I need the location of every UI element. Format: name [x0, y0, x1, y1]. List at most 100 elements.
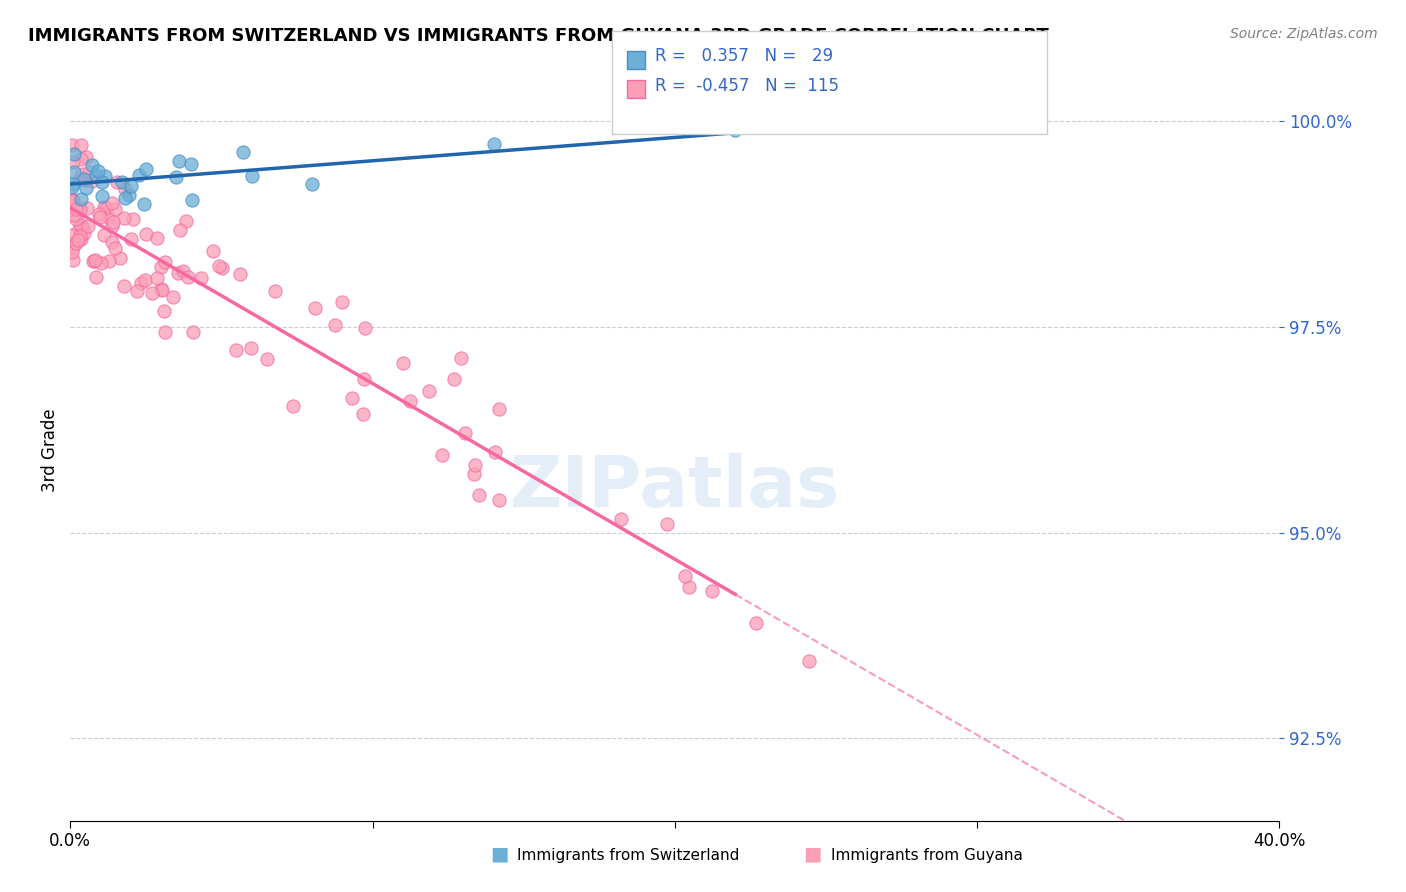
Point	[180, 157, 202, 171]
Text: ZIPatlas: ZIPatlas	[510, 453, 839, 522]
Point	[70, 192, 93, 206]
Point	[353, 320, 375, 334]
Point	[62, 240, 84, 254]
Point	[678, 580, 700, 594]
Point	[62, 177, 84, 191]
Point	[63, 165, 86, 179]
Point	[172, 264, 194, 278]
Point	[256, 352, 278, 367]
Point	[229, 267, 252, 281]
Point	[96, 210, 118, 224]
Point	[304, 301, 326, 316]
Point	[60, 180, 83, 194]
Point	[330, 294, 353, 309]
Point	[111, 175, 134, 189]
Point	[70, 167, 93, 181]
Point	[398, 394, 420, 409]
Point	[167, 266, 190, 280]
Point	[169, 223, 191, 237]
Point	[745, 616, 768, 631]
Point	[392, 356, 415, 370]
Point	[104, 241, 127, 255]
Point	[65, 202, 87, 216]
Point	[418, 384, 440, 399]
Point	[82, 254, 104, 268]
Point	[96, 201, 118, 215]
Point	[112, 279, 135, 293]
Point	[60, 138, 83, 153]
Point	[177, 270, 200, 285]
Point	[482, 136, 505, 151]
Point	[90, 256, 112, 270]
Point	[63, 209, 86, 223]
Point	[162, 290, 184, 304]
Point	[146, 271, 169, 285]
Point	[432, 448, 454, 462]
Point	[86, 164, 108, 178]
Point	[488, 401, 510, 416]
Point	[134, 197, 156, 211]
Point	[100, 219, 122, 233]
Point	[75, 173, 97, 187]
Point	[263, 284, 285, 298]
Point	[65, 212, 87, 227]
Text: ■: ■	[489, 845, 509, 863]
Point	[135, 161, 157, 176]
Point	[232, 145, 254, 159]
Point	[75, 150, 97, 164]
Text: Source: ZipAtlas.com: Source: ZipAtlas.com	[1230, 27, 1378, 41]
Point	[60, 244, 83, 259]
Point	[69, 218, 91, 232]
Point	[165, 169, 187, 184]
Point	[86, 168, 108, 182]
Point	[62, 253, 84, 268]
Text: R =   0.357   N =   29: R = 0.357 N = 29	[655, 47, 834, 65]
Point	[125, 284, 148, 298]
Point	[673, 569, 696, 583]
Point	[93, 227, 115, 242]
Point	[240, 169, 263, 183]
Point	[114, 211, 136, 226]
Point	[122, 211, 145, 226]
Point	[128, 168, 150, 182]
Point	[114, 191, 136, 205]
Point	[155, 255, 177, 269]
Point	[117, 188, 139, 202]
Point	[150, 260, 173, 274]
Point	[225, 343, 247, 357]
Point	[180, 193, 202, 207]
Point	[70, 152, 93, 166]
Text: R =  -0.457   N =  115: R = -0.457 N = 115	[655, 77, 839, 95]
Point	[60, 227, 83, 242]
Point	[450, 351, 472, 365]
Point	[190, 271, 212, 285]
Point	[62, 154, 84, 169]
Point	[352, 408, 374, 422]
Text: Immigrants from Guyana: Immigrants from Guyana	[831, 848, 1022, 863]
Point	[75, 180, 97, 194]
Point	[799, 654, 821, 668]
Point	[104, 202, 127, 216]
Point	[105, 175, 128, 189]
Point	[93, 200, 115, 214]
Point	[129, 276, 152, 290]
Point	[76, 219, 98, 233]
Point	[724, 123, 747, 137]
Point	[323, 318, 346, 332]
Point	[464, 458, 486, 472]
Text: IMMIGRANTS FROM SWITZERLAND VS IMMIGRANTS FROM GUYANA 3RD GRADE CORRELATION CHAR: IMMIGRANTS FROM SWITZERLAND VS IMMIGRANT…	[28, 27, 1049, 45]
Point	[60, 236, 83, 251]
Point	[77, 165, 100, 179]
Point	[153, 326, 176, 340]
Point	[98, 254, 121, 268]
Point	[484, 444, 506, 458]
Point	[609, 512, 631, 526]
Point	[353, 372, 375, 386]
Point	[70, 232, 93, 246]
Point	[120, 178, 142, 193]
Point	[301, 177, 323, 191]
Point	[152, 304, 174, 318]
Point	[169, 154, 191, 169]
Point	[208, 259, 231, 273]
Point	[101, 196, 124, 211]
